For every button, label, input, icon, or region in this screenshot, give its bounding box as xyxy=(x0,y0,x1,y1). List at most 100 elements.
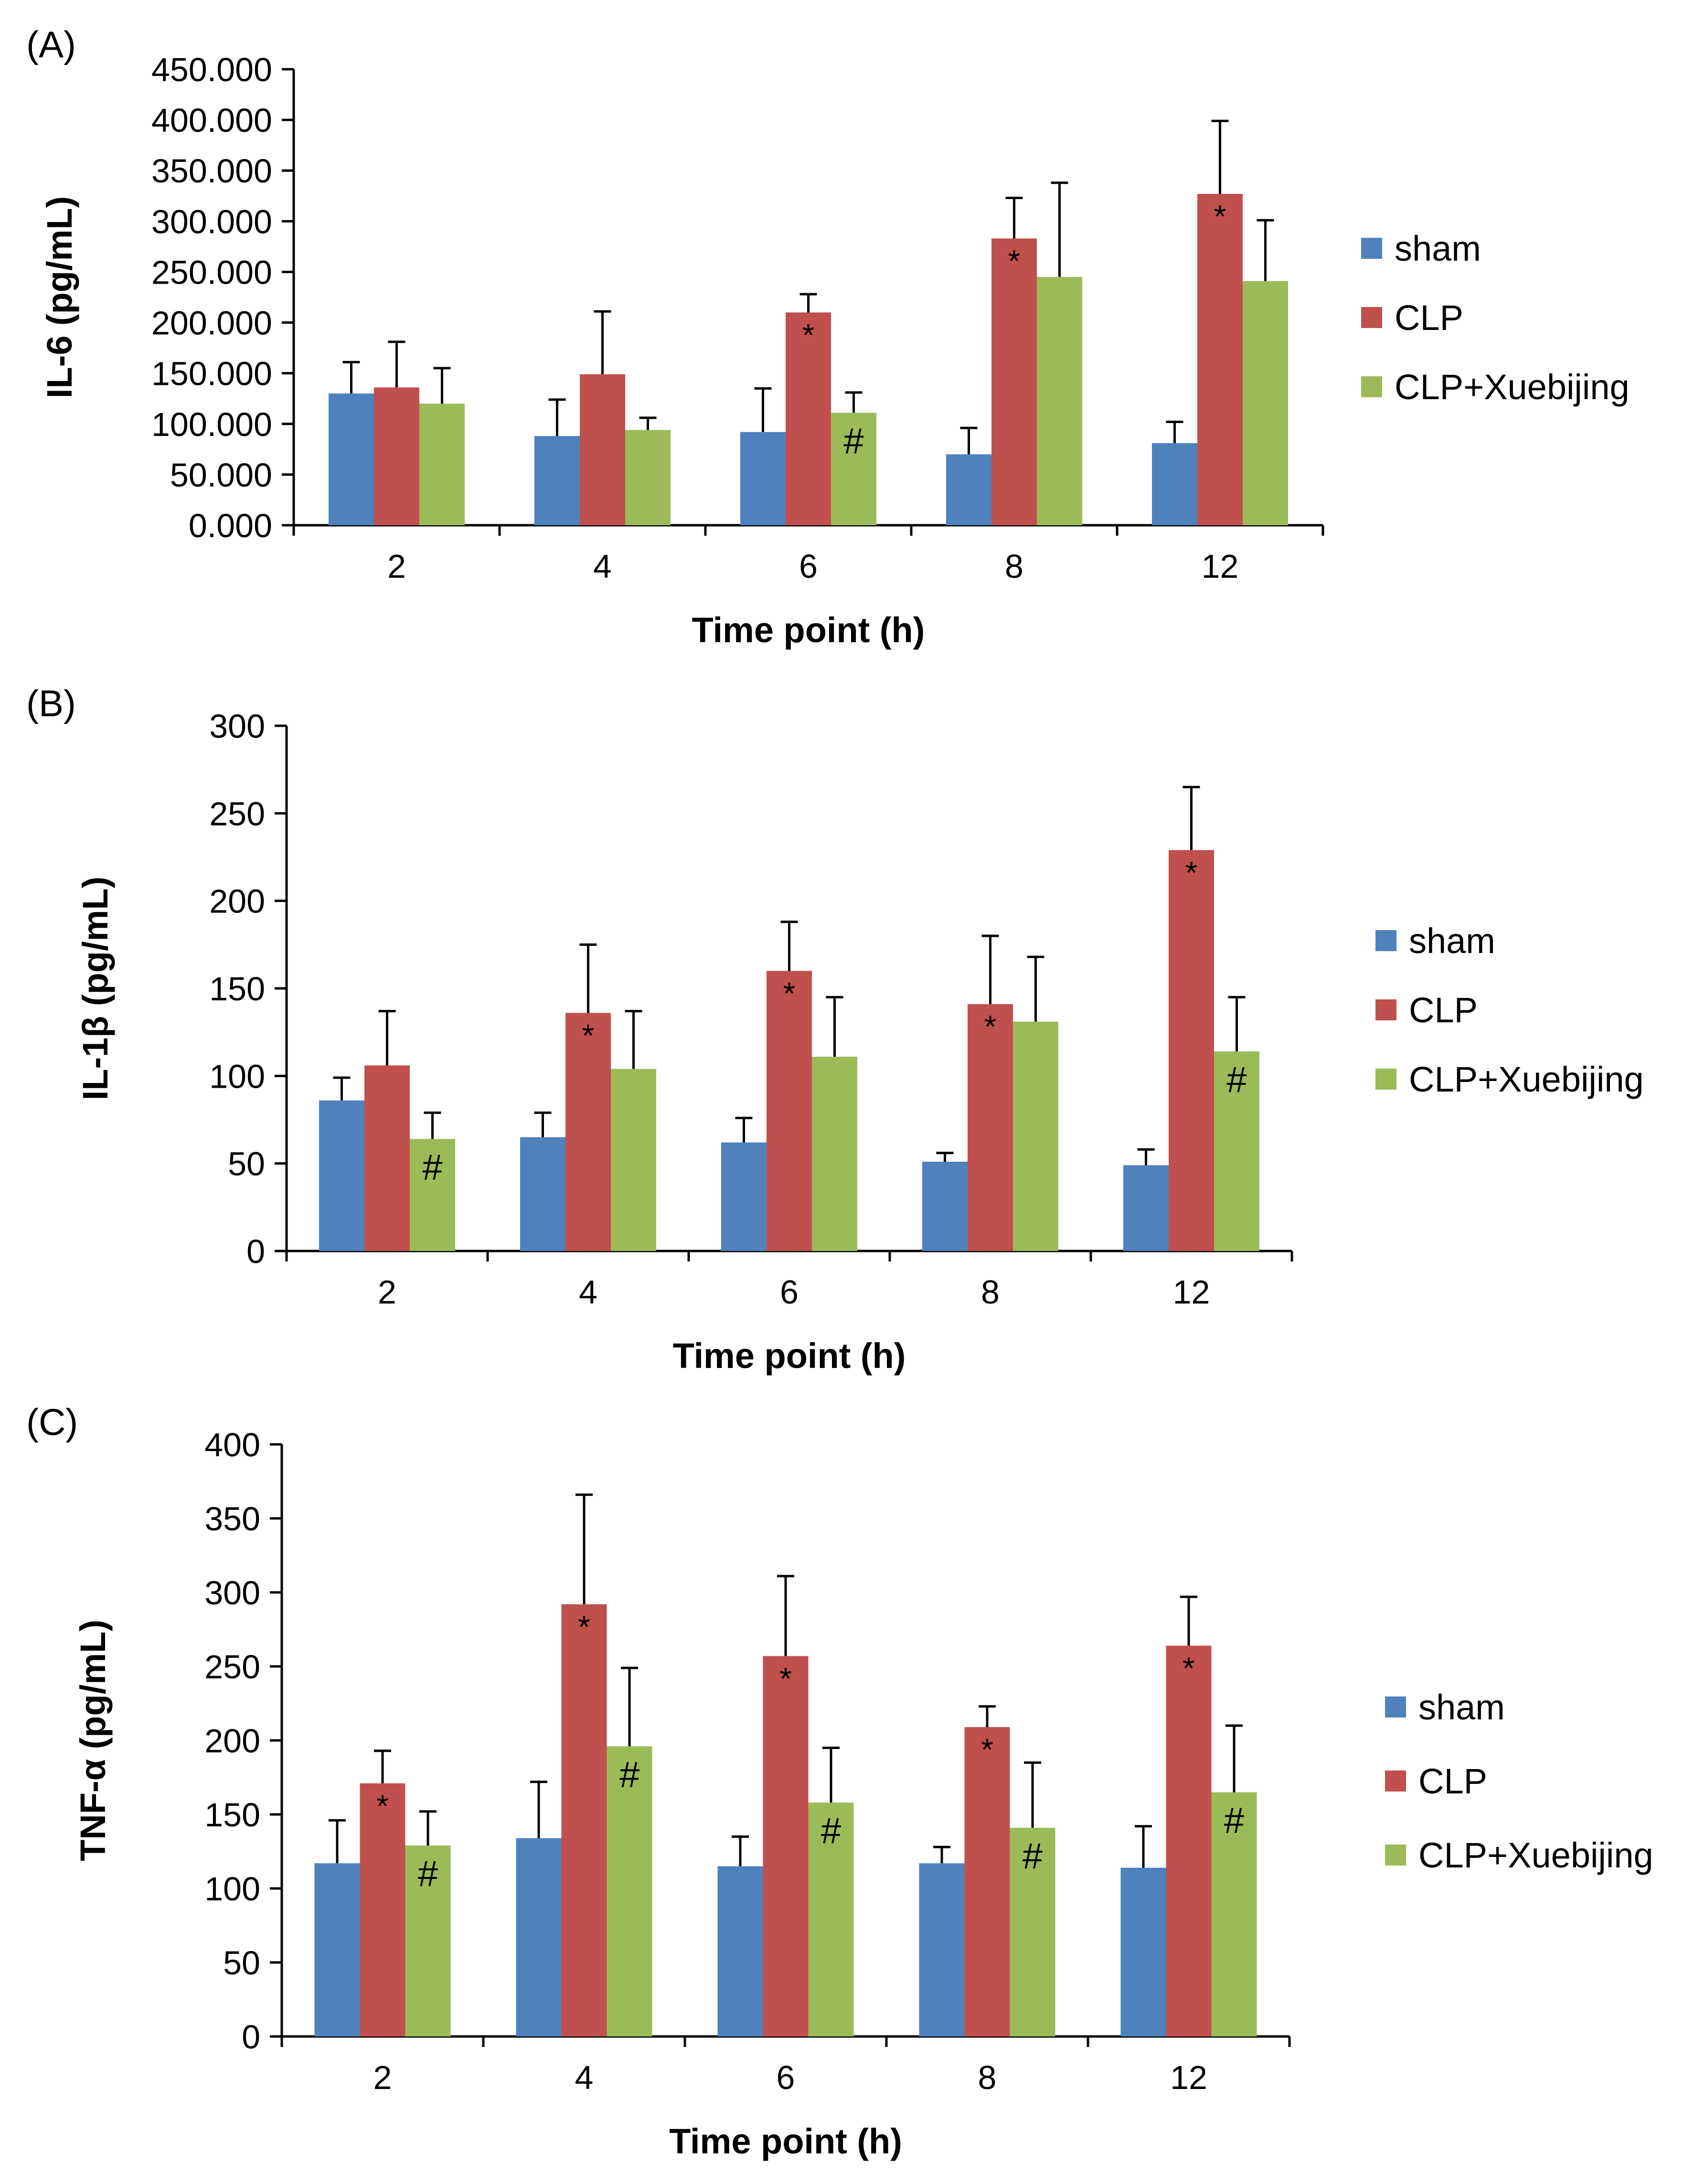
legend-label-clp: CLP xyxy=(1409,990,1478,1030)
bar-clp-xuebijing xyxy=(1010,1827,1055,2036)
y-tick-label: 250.000 xyxy=(151,254,272,291)
significance-marker: * xyxy=(578,1609,590,1644)
hash-marker: # xyxy=(843,421,863,461)
legend-swatch-clp-xuebijing xyxy=(1385,1845,1406,1866)
legend-swatch-clp xyxy=(1375,999,1396,1020)
significance-marker: * xyxy=(984,1009,997,1044)
x-tick-label: 8 xyxy=(981,1273,1000,1311)
y-tick-label: 50.000 xyxy=(170,456,272,494)
hash-marker: # xyxy=(1226,1060,1247,1100)
hash-marker: # xyxy=(1224,1801,1244,1841)
x-tick-label: 6 xyxy=(799,548,818,585)
bar-clp-xuebijing xyxy=(410,1139,455,1251)
y-tick-label: 100.000 xyxy=(151,406,272,443)
hash-marker: # xyxy=(1023,1836,1043,1877)
hash-marker: # xyxy=(821,1811,841,1851)
bar-sham xyxy=(946,454,991,525)
bar-sham xyxy=(717,1866,763,2036)
x-axis-title: Time point (h) xyxy=(673,1336,906,1376)
y-tick-label: 350.000 xyxy=(151,152,272,190)
panel-label: (A) xyxy=(26,23,76,65)
bar-clp-xuebijing xyxy=(607,1746,652,2036)
legend-swatch-clp xyxy=(1361,307,1382,328)
y-tick-label: 50 xyxy=(228,1145,265,1183)
legend-label-clp-xuebijing: CLP+Xuebijing xyxy=(1395,367,1630,407)
bar-clp xyxy=(364,1065,410,1251)
bar-clp-xuebijing xyxy=(812,1057,857,1251)
significance-marker: * xyxy=(1185,855,1198,890)
y-tick-label: 150 xyxy=(204,1796,260,1834)
legend-label-clp-xuebijing: CLP+Xuebijing xyxy=(1418,1835,1653,1875)
y-tick-label: 250 xyxy=(204,1648,260,1686)
bar-sham xyxy=(919,1863,965,2036)
bar-clp xyxy=(964,1727,1010,2036)
x-tick-label: 4 xyxy=(575,2059,594,2096)
x-tick-label: 2 xyxy=(387,548,406,585)
bar-sham xyxy=(1123,1165,1169,1251)
legend-swatch-clp-xuebijing xyxy=(1375,1069,1396,1090)
legend-label-clp: CLP xyxy=(1418,1761,1487,1801)
legend-label-sham: sham xyxy=(1395,229,1481,268)
significance-marker: * xyxy=(779,1661,792,1696)
y-tick-label: 0.000 xyxy=(189,507,272,544)
y-tick-label: 450.000 xyxy=(151,51,272,88)
y-tick-label: 150 xyxy=(209,970,265,1007)
x-tick-label: 12 xyxy=(1170,2059,1207,2096)
x-tick-label: 2 xyxy=(378,1273,396,1311)
bar-clp xyxy=(1169,850,1214,1251)
significance-marker: * xyxy=(802,317,815,352)
significance-marker: * xyxy=(783,975,796,1011)
y-tick-label: 150.000 xyxy=(151,355,272,392)
x-tick-label: 12 xyxy=(1173,1273,1210,1311)
bar-clp-xuebijing xyxy=(1243,281,1288,525)
y-tick-label: 300.000 xyxy=(151,203,272,240)
legend-label-clp-xuebijing: CLP+Xuebijing xyxy=(1409,1060,1644,1099)
bar-sham xyxy=(329,393,374,525)
bar-sham xyxy=(516,1838,562,2036)
bar-sham xyxy=(534,436,580,525)
y-tick-label: 200 xyxy=(209,883,265,920)
bar-clp xyxy=(1197,194,1243,525)
y-axis-title: IL-6 (pg/mL) xyxy=(40,196,79,398)
legend-swatch-clp-xuebijing xyxy=(1361,376,1382,397)
panel-label: (C) xyxy=(26,1401,78,1443)
bar-sham xyxy=(922,1162,968,1251)
panel-b: (B) 0 50 100 150 200 250 300 2 4 6 8 12 Time point (h… xyxy=(26,682,1644,1376)
bar-clp-xuebijing xyxy=(831,413,876,525)
bar-clp-xuebijing xyxy=(419,403,465,525)
x-axis-title: Time point (h) xyxy=(669,2121,902,2161)
y-tick-label: 400.000 xyxy=(151,102,272,139)
legend-swatch-sham xyxy=(1385,1696,1406,1718)
panel-a: (A) 0.000 50.000 100.000 150.000 200.000 250.0… xyxy=(26,23,1630,650)
legend-swatch-sham xyxy=(1375,930,1396,951)
y-tick-label: 300 xyxy=(209,708,265,745)
hash-marker: # xyxy=(422,1147,442,1187)
y-tick-label: 0 xyxy=(246,1233,265,1270)
bar-clp xyxy=(968,1004,1013,1251)
bar-clp xyxy=(767,971,812,1251)
bar-clp xyxy=(561,1604,607,2036)
bar-clp-xuebijing xyxy=(1037,277,1082,525)
bar-sham xyxy=(319,1100,364,1251)
bar-clp-xuebijing xyxy=(1013,1021,1058,1251)
x-tick-label: 4 xyxy=(593,548,612,585)
x-tick-label: 4 xyxy=(579,1273,597,1311)
significance-marker: * xyxy=(376,1788,389,1824)
bar-clp-xuebijing xyxy=(1211,1792,1257,2036)
bar-clp xyxy=(763,1656,809,2036)
x-axis-title: Time point (h) xyxy=(692,610,925,650)
y-tick-label: 300 xyxy=(204,1574,260,1611)
legend-label-sham: sham xyxy=(1409,921,1495,961)
bar-clp-xuebijing xyxy=(808,1802,854,2036)
panel-c: (C) 0 50 100 150 200 250 300 350 400 2 4 6 8 12 Time po… xyxy=(26,1401,1653,2161)
x-tick-label: 8 xyxy=(978,2059,997,2096)
bar-sham xyxy=(520,1137,565,1251)
significance-marker: * xyxy=(582,1018,595,1053)
bar-sham xyxy=(314,1863,360,2036)
bar-sham xyxy=(740,432,786,525)
bar-sham xyxy=(721,1142,767,1251)
y-tick-label: 350 xyxy=(204,1500,260,1537)
significance-marker: * xyxy=(1214,199,1226,234)
y-tick-label: 400 xyxy=(204,1426,260,1463)
bar-clp xyxy=(360,1783,405,2036)
